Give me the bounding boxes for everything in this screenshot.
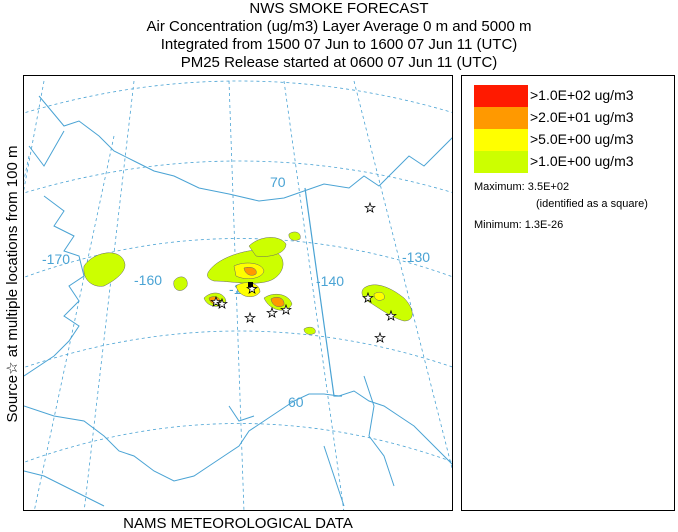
legend-row: >2.0E+01 ug/m3: [474, 107, 670, 129]
legend-row: >5.0E+00 ug/m3: [474, 129, 670, 151]
border-line: [304, 187, 342, 397]
lat-label-60: 60: [288, 394, 304, 410]
legend-label: >5.0E+00 ug/m3: [530, 131, 634, 147]
legend-swatch: [474, 85, 528, 107]
map-canvas: -170 -160 -150 -140 -130 70 60: [24, 80, 452, 510]
source-star-icon: [362, 291, 374, 303]
coastline: [24, 95, 452, 507]
legend-row: >1.0E+02 ug/m3: [474, 85, 670, 107]
source-star-icon: [244, 311, 256, 323]
graticule: [24, 80, 452, 510]
source-star-icon: [364, 201, 376, 213]
source-star-icon: [246, 282, 258, 294]
legend-row: >1.0E+00 ug/m3: [474, 151, 670, 173]
legend-swatch: [474, 107, 528, 129]
lon-label-130: -130: [402, 249, 430, 265]
source-star-icon: [210, 295, 222, 307]
lon-label-160: -160: [134, 272, 162, 288]
subtitle-integration: Integrated from 1500 07 Jun to 1600 07 J…: [160, 36, 518, 53]
source-star-icon: [280, 303, 292, 315]
subtitle-concentration: Air Concentration (ug/m3) Layer Average …: [146, 18, 532, 35]
maximum-square-marker: [248, 282, 253, 287]
subtitle-release: PM25 Release started at 0600 07 Jun 11 (…: [180, 54, 498, 71]
legend-panel: >1.0E+02 ug/m3 >2.0E+01 ug/m3 >5.0E+00 u…: [461, 75, 675, 511]
legend-label: >1.0E+00 ug/m3: [530, 153, 634, 169]
legend-swatch: [474, 151, 528, 173]
legend-maximum-note: (identified as a square): [536, 198, 648, 210]
source-markers: [210, 201, 397, 343]
source-star-icon: [266, 306, 278, 318]
legend-label: >1.0E+02 ug/m3: [530, 87, 634, 103]
legend-minimum: Minimum: 1.3E-26: [474, 219, 564, 231]
map-panel: -170 -160 -150 -140 -130 70 60: [23, 75, 453, 511]
legend-label: >2.0E+01 ug/m3: [530, 109, 634, 125]
footer-meteorological-data: NAMS METEOROLOGICAL DATA: [123, 515, 353, 532]
lon-label-170: -170: [42, 251, 70, 267]
lon-label-140: -140: [316, 273, 344, 289]
source-star-icon: [385, 309, 397, 321]
source-star-icon: [216, 297, 228, 309]
source-star-icon: [374, 331, 386, 343]
lat-label-70: 70: [270, 174, 286, 190]
map-title: NWS SMOKE FORECAST: [249, 0, 429, 17]
legend-maximum: Maximum: 3.5E+02: [474, 181, 570, 193]
source-side-label: Source☆ at multiple locations from 100 m: [4, 145, 21, 423]
legend-swatch: [474, 129, 528, 151]
